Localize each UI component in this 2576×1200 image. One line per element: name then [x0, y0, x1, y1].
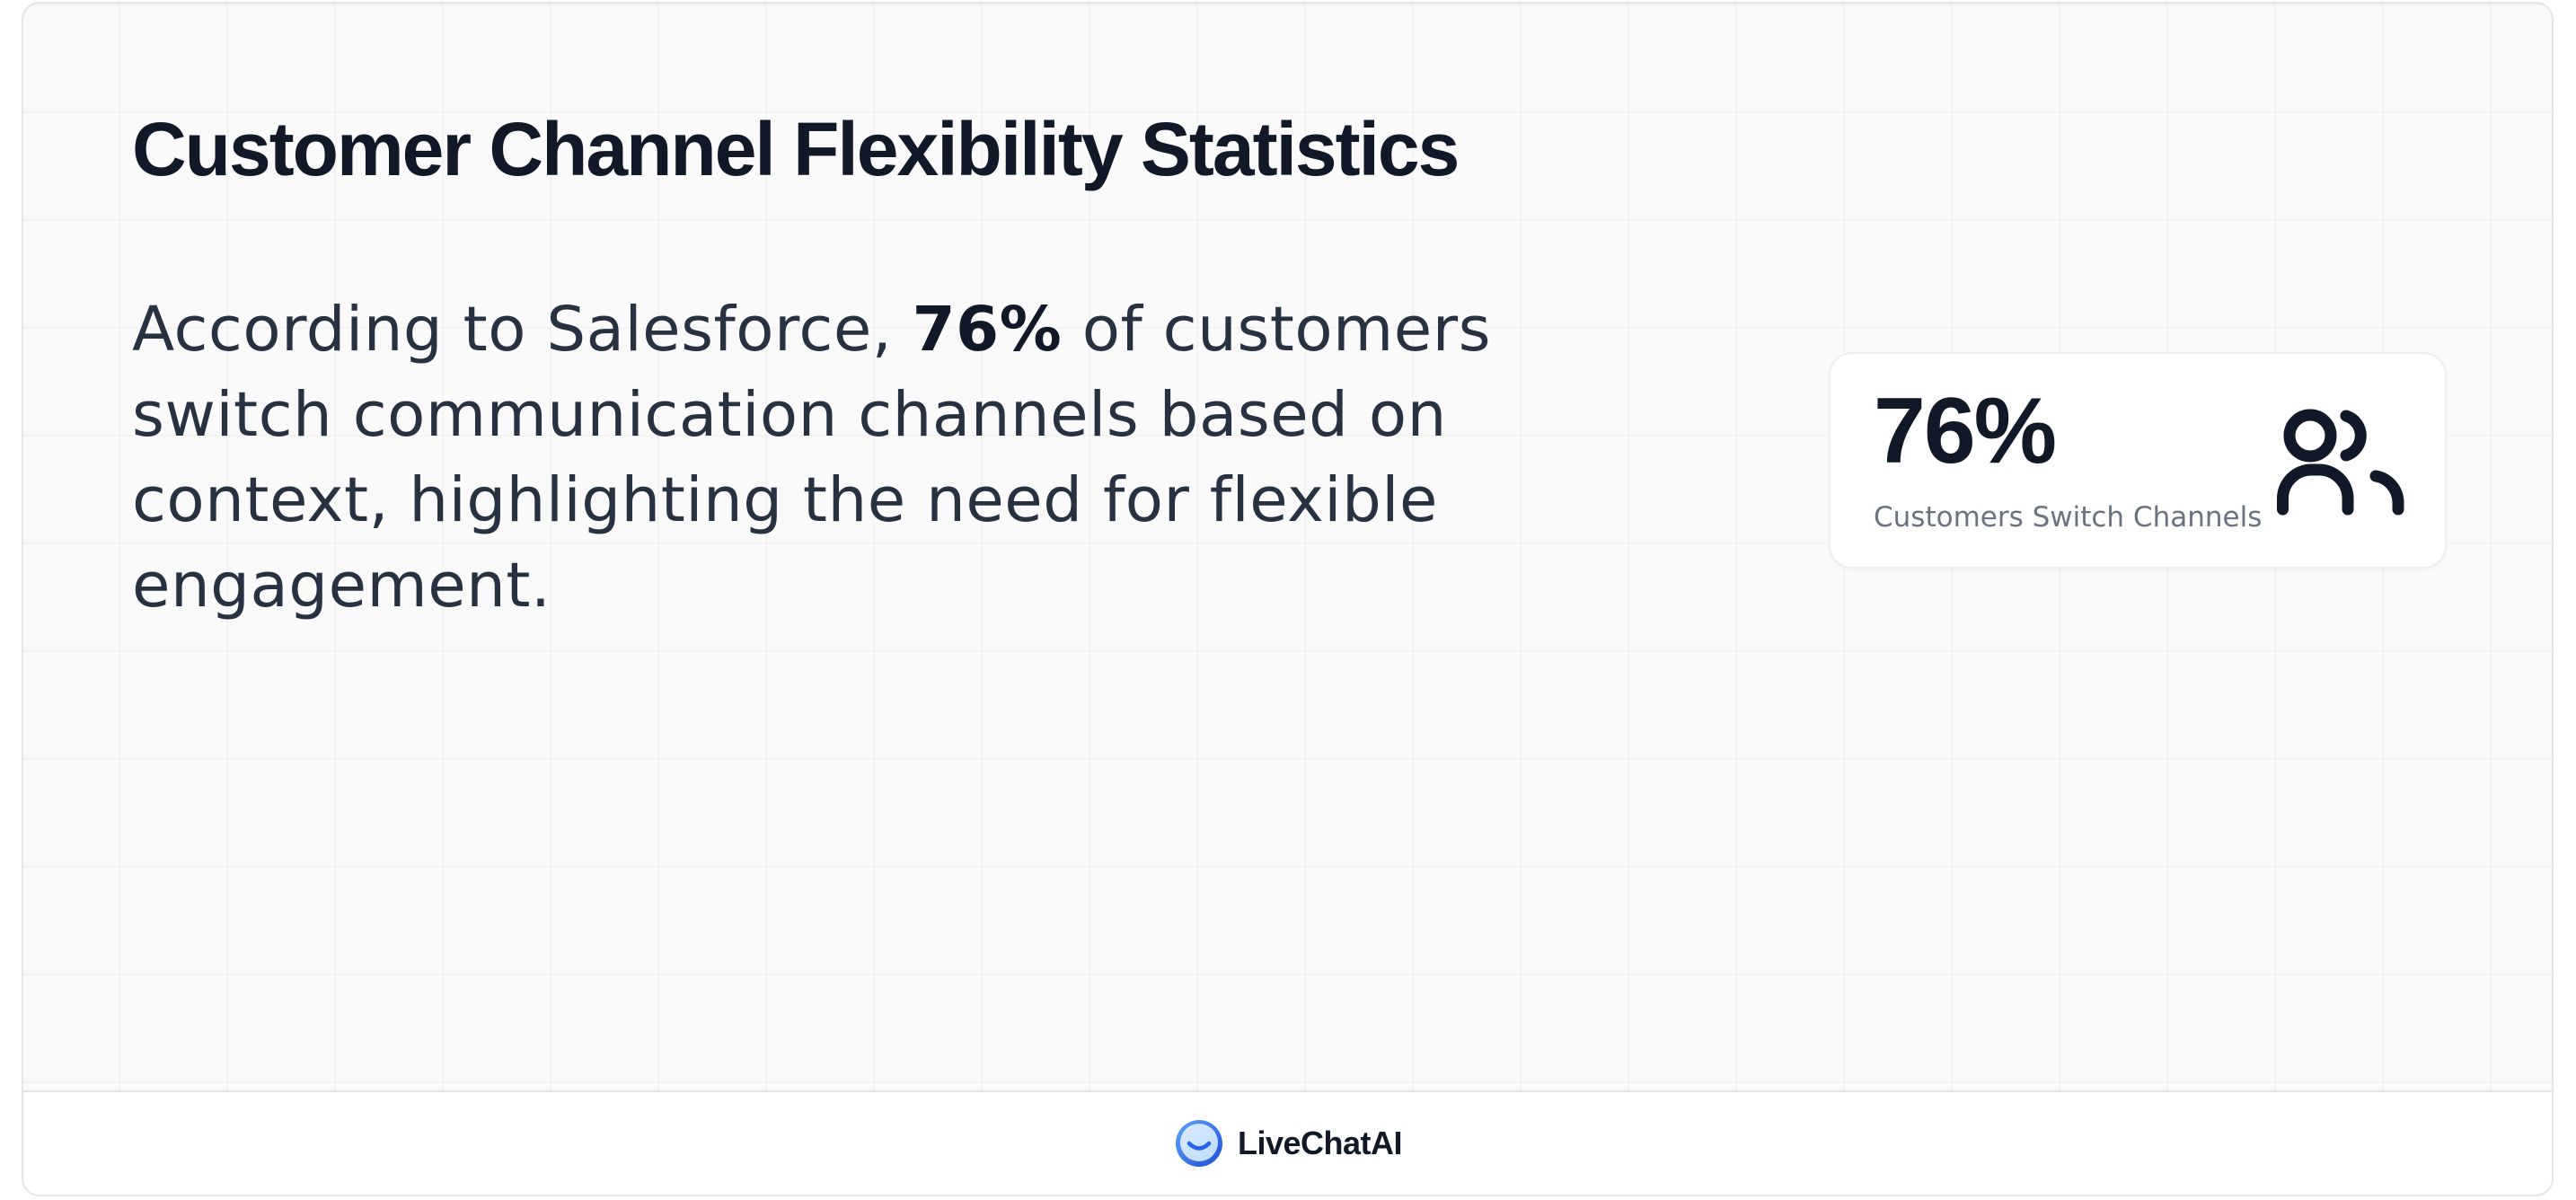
stat-label: Customers Switch Channels	[1874, 501, 2263, 534]
description-rest: of customers switch communication channe…	[132, 294, 1492, 622]
content-area: Customer Channel Flexibility Statistics …	[23, 4, 2552, 1094]
users-icon	[2277, 409, 2404, 516]
description-highlight: 76%	[912, 294, 1063, 366]
page-title: Customer Channel Flexibility Statistics	[132, 107, 1460, 191]
infographic-card: Customer Channel Flexibility Statistics …	[22, 2, 2554, 1196]
footer: LiveChatAI	[23, 1090, 2552, 1195]
smile-logo-icon	[1175, 1120, 1222, 1167]
stat-card: 76% Customers Switch Channels	[1829, 352, 2447, 569]
description-intro: According to Salesforce,	[132, 294, 913, 366]
stat-value: 76%	[1874, 379, 2057, 483]
brand[interactable]: LiveChatAI	[23, 1092, 2552, 1195]
brand-name: LiveChatAI	[1237, 1125, 1403, 1161]
statistic-description: According to Salesforce, 76% of customer…	[132, 287, 1569, 629]
